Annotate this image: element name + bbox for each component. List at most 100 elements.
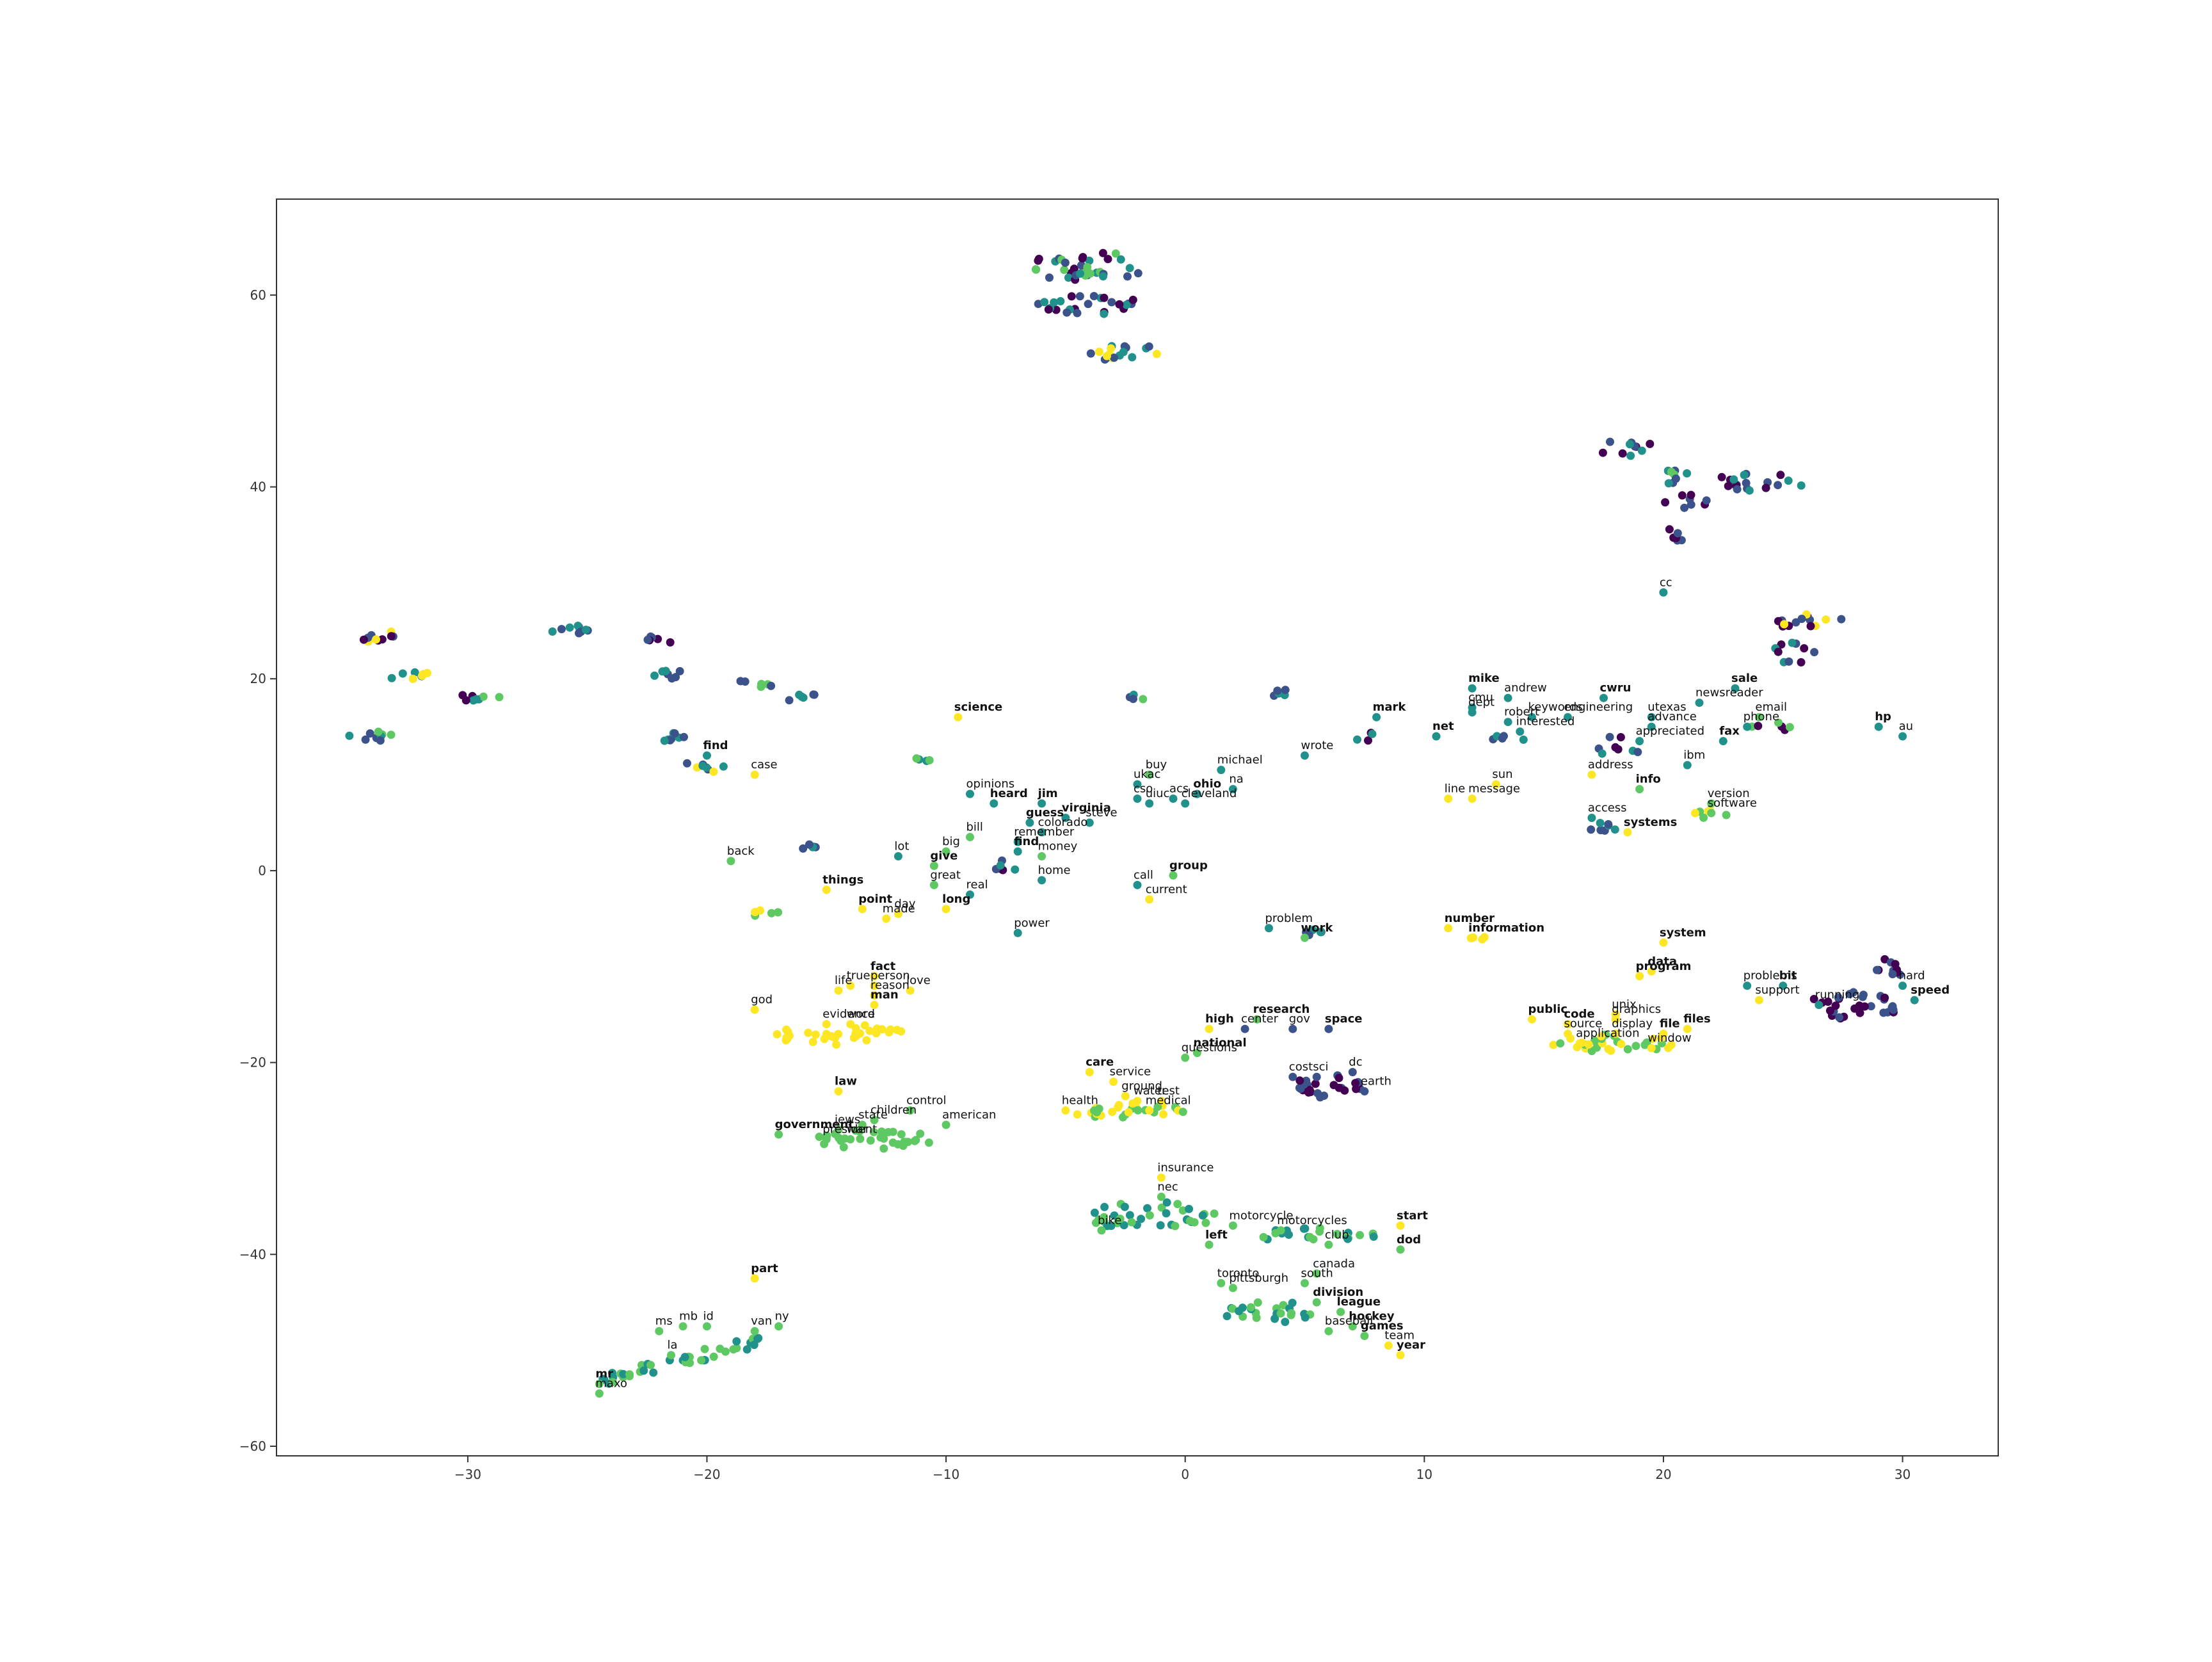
- point-keywords: [1528, 713, 1536, 722]
- word-label: games: [1361, 1319, 1404, 1333]
- word-label: running: [1815, 988, 1859, 1002]
- cluster-12-point: [479, 692, 488, 701]
- cluster-9-point: [1797, 658, 1806, 666]
- cluster-41-point: [625, 1370, 634, 1379]
- point-war: [846, 1135, 855, 1143]
- word-label: remember: [1014, 825, 1075, 839]
- cluster-35-point: [877, 1127, 886, 1136]
- word-label: mr: [595, 1368, 613, 1381]
- cluster-38-point: [1091, 1218, 1100, 1227]
- word-label: colorado: [1038, 816, 1088, 829]
- point-number: [1444, 924, 1453, 933]
- point-email: [1754, 713, 1763, 722]
- cluster-21-point: [925, 756, 934, 764]
- point-sun: [1491, 780, 1500, 789]
- point-cleveland: [1181, 799, 1190, 808]
- point-science: [954, 713, 963, 722]
- point-health: [1061, 1106, 1070, 1115]
- point-great: [929, 880, 938, 889]
- cluster-38-point: [1090, 1208, 1099, 1217]
- point-mr: [595, 1380, 604, 1389]
- word-label: data: [1647, 955, 1677, 968]
- cluster-14-point: [557, 625, 566, 634]
- word-label: back: [727, 844, 755, 858]
- cluster-35-point: [839, 1143, 848, 1152]
- point-andrew: [1503, 693, 1512, 702]
- cluster-39-point: [1299, 1224, 1308, 1233]
- point-cost: [1288, 1072, 1297, 1081]
- point-word: [846, 1020, 855, 1029]
- cluster-42-point: [1498, 734, 1507, 743]
- point-love: [906, 986, 915, 995]
- word-label: care: [1086, 1056, 1114, 1069]
- word-label: life: [835, 974, 852, 987]
- point-pittsburgh: [1228, 1284, 1237, 1293]
- word-label: person: [870, 969, 910, 983]
- word-label: evidence: [822, 1008, 875, 1021]
- word-label: na: [1229, 773, 1243, 786]
- cluster-38-point: [1156, 1221, 1165, 1230]
- point-sale: [1731, 684, 1740, 693]
- cluster-33-point: [1549, 1040, 1558, 1049]
- word-label: acs: [1169, 782, 1189, 796]
- point-earth: [1360, 1087, 1369, 1096]
- cluster-27-point: [1598, 749, 1607, 758]
- cluster-35-point: [855, 1127, 864, 1136]
- word-label: address: [1588, 758, 1633, 771]
- point-insurance: [1157, 1173, 1166, 1182]
- cluster-38-point: [1145, 1211, 1154, 1220]
- word-label: case: [751, 758, 777, 771]
- cluster-3-point: [1625, 440, 1634, 449]
- cluster-41-point: [729, 1345, 738, 1354]
- x-axis: −30 −20 −10 0 10 20 30: [454, 1456, 1911, 1482]
- point-utexas: [1647, 713, 1656, 722]
- word-label: file: [1660, 1017, 1680, 1031]
- cluster-35-point: [856, 1134, 865, 1143]
- cluster-15-point: [643, 635, 652, 644]
- point-law: [834, 1087, 843, 1096]
- point-fact: [870, 972, 879, 981]
- cluster-40-point: [1301, 1313, 1310, 1322]
- word-label: south: [1301, 1266, 1333, 1280]
- word-label: uiuc: [1146, 787, 1170, 800]
- word-label: long: [942, 892, 970, 906]
- word-label: cleveland: [1182, 787, 1237, 800]
- cluster-37-point: [1295, 1083, 1304, 1092]
- cluster-40-point: [1287, 1309, 1296, 1318]
- point-long: [942, 905, 950, 914]
- point-code: [1564, 1020, 1572, 1029]
- point-speed: [1910, 996, 1919, 1004]
- point-wrote: [1301, 751, 1309, 760]
- word-label: dc: [1349, 1056, 1362, 1069]
- cluster-39-point: [1283, 1226, 1291, 1235]
- cluster-38-point: [1162, 1198, 1171, 1207]
- cluster-11-point: [408, 674, 417, 683]
- cluster-16-point: [671, 673, 680, 682]
- x-tick-label: 0: [1181, 1467, 1189, 1482]
- cluster-38-point: [1119, 1221, 1128, 1230]
- word-label: law: [835, 1075, 857, 1088]
- point-system: [1659, 938, 1668, 947]
- cluster-20-point: [698, 761, 707, 770]
- word-label: public: [1528, 1003, 1568, 1016]
- cluster-38-point: [1201, 1218, 1210, 1227]
- word-label: dod: [1397, 1233, 1421, 1246]
- cluster-31-point: [1825, 1006, 1834, 1015]
- cluster-5-point: [1776, 471, 1785, 480]
- point-fax: [1719, 737, 1727, 746]
- point-day: [894, 909, 902, 918]
- cluster-41-point: [608, 1369, 617, 1378]
- word-label: mike: [1468, 672, 1500, 685]
- cluster-20-point: [709, 767, 718, 776]
- cluster-34-point: [808, 1038, 817, 1046]
- cluster-10-point: [359, 635, 368, 644]
- cluster-38-point: [1137, 1214, 1146, 1223]
- word-label: great: [930, 868, 961, 882]
- cluster-0-point: [1111, 249, 1120, 258]
- cluster-26-point: [1368, 729, 1377, 738]
- word-label: big: [942, 835, 960, 848]
- point-na: [1228, 785, 1237, 794]
- cluster-1-point: [1115, 300, 1124, 309]
- word-label: source: [1564, 1017, 1603, 1031]
